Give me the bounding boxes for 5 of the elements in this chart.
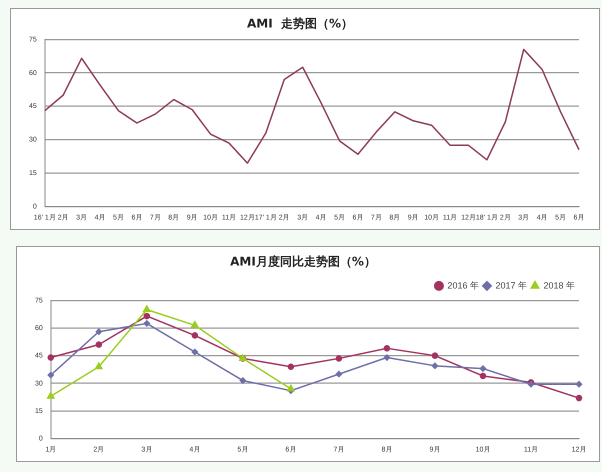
chart-title: AMI 走势图（%） — [246, 16, 354, 30]
chart-title: AMI月度同比走势图（%） — [230, 254, 376, 268]
legend-label: 2018 年 — [543, 280, 576, 290]
legend-label: 2016 年 — [447, 280, 479, 290]
legend-label: 2017 年 — [495, 280, 527, 290]
